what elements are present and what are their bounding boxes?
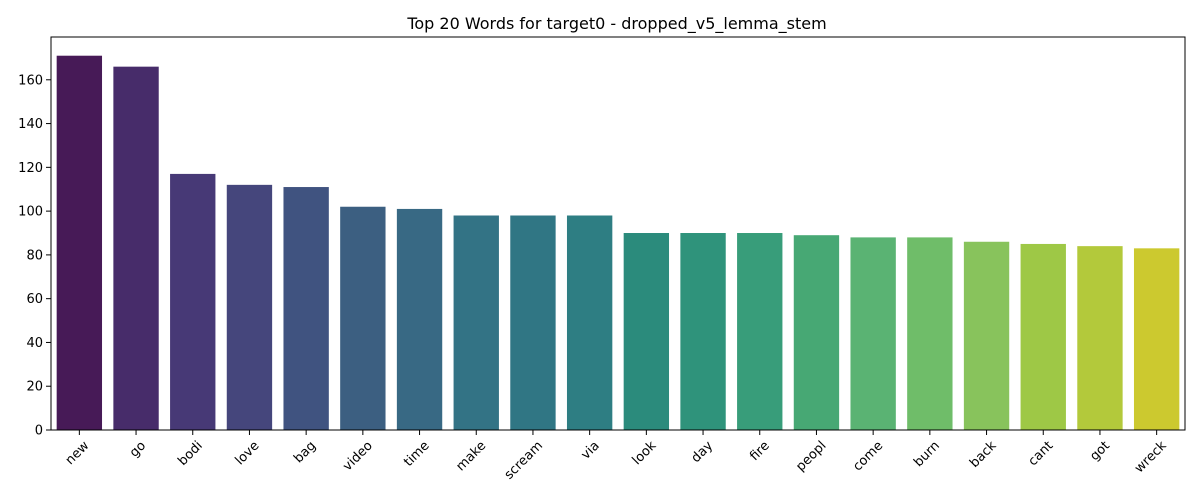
bar-got: [1077, 246, 1123, 430]
bar-go: [113, 66, 159, 430]
bar-come: [850, 237, 896, 430]
plot-frame: [50, 36, 1186, 431]
x-tick-label: scream: [502, 438, 546, 482]
x-tick-label: time: [401, 438, 432, 469]
bar-day: [680, 233, 726, 430]
x-tick-label: cant: [1026, 438, 1057, 469]
bar-time: [396, 208, 443, 430]
bars-group: [56, 55, 1180, 431]
x-tick-label: bodi: [175, 438, 205, 468]
x-tick-label: via: [578, 438, 602, 462]
x-tick-label: day: [689, 438, 717, 466]
y-tick-label: 160: [18, 73, 43, 88]
bar-peopl: [793, 235, 840, 430]
bar-fire: [737, 233, 783, 430]
x-tick-label: look: [630, 438, 660, 468]
bar-bag: [283, 187, 329, 430]
x-tick-label: fire: [747, 438, 773, 464]
bar-via: [566, 215, 613, 430]
bar-video: [340, 206, 386, 430]
x-tick-label: make: [453, 438, 489, 474]
bar-wreck: [1133, 248, 1180, 430]
x-tick-label: new: [63, 438, 93, 468]
x-tick-label: burn: [911, 438, 943, 470]
x-tick-label: back: [967, 438, 1000, 471]
bar-burn: [907, 237, 953, 430]
x-tick-label: video: [340, 438, 376, 474]
y-tick-label: 120: [18, 161, 43, 176]
x-tick-label: got: [1087, 438, 1113, 464]
bar-new: [56, 55, 103, 431]
x-tick-label: wreck: [1132, 438, 1170, 476]
x-tick-label: come: [850, 438, 886, 474]
y-tick-label: 0: [35, 424, 43, 439]
bar-bodi: [170, 173, 216, 430]
y-tick-label: 80: [26, 248, 43, 263]
y-tick-label: 140: [18, 117, 43, 132]
x-axis: new go bodi love bag video time make scream via lo…: [63, 430, 1170, 483]
bar-look: [623, 233, 670, 430]
chart-title: Top 20 Words for target0 - dropped_v5_le…: [406, 14, 826, 34]
x-tick-label: go: [127, 438, 149, 460]
x-tick-label: love: [233, 438, 263, 468]
y-axis: 0 20 40 60 80 100 120 140 160: [18, 73, 51, 439]
y-tick-label: 100: [18, 205, 43, 220]
y-tick-label: 60: [26, 292, 43, 307]
y-tick-label: 40: [26, 336, 43, 351]
bar-cant: [1020, 243, 1066, 430]
y-tick-label: 20: [26, 380, 43, 395]
bar-scream: [510, 215, 556, 430]
bar-back: [963, 241, 1010, 430]
x-tick-label: bag: [291, 438, 319, 466]
bar-make: [453, 215, 499, 430]
x-tick-label: peopl: [793, 438, 829, 474]
bar-love: [226, 184, 273, 430]
